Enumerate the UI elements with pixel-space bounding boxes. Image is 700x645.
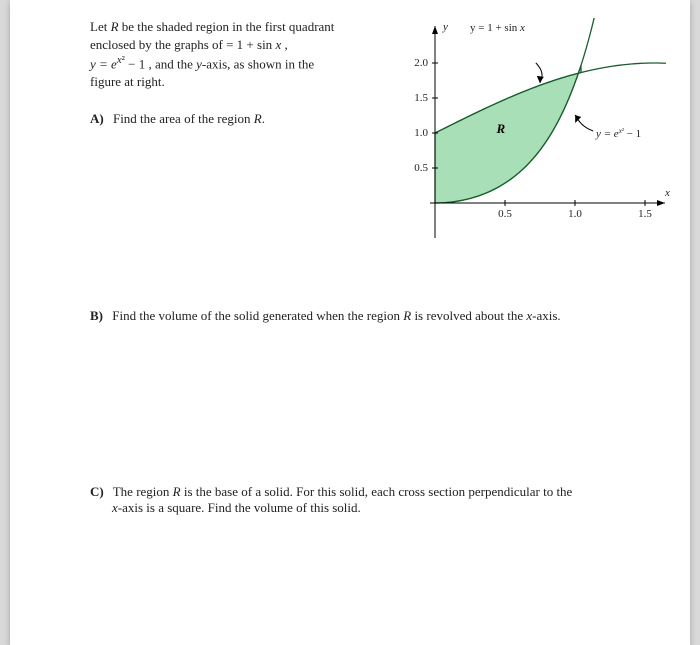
region-label: R <box>495 121 505 136</box>
t: -axis is a square. Find the volume of th… <box>118 500 361 515</box>
eq1-label: y = 1 + sin x <box>470 22 525 34</box>
t: -axis. <box>532 308 561 323</box>
t: , <box>281 37 288 52</box>
part-c: C) The region R is the base of a solid. … <box>90 484 640 516</box>
t: is revolved about the <box>411 308 526 323</box>
t: figure at right. <box>90 74 165 89</box>
t: Find the volume of the solid generated w… <box>112 308 403 323</box>
text-column: Let R be the shaded region in the first … <box>90 18 375 238</box>
t: − 1 , and the <box>125 56 196 71</box>
var-R: R <box>254 111 262 126</box>
part-b-label: B) <box>90 308 103 323</box>
eq2-label: y = ex² − 1 <box>595 127 641 140</box>
t: enclosed by the graphs of = 1 + sin <box>90 37 275 52</box>
part-c-label: C) <box>90 484 104 499</box>
document-page: Let R be the shaded region in the first … <box>10 0 690 645</box>
t: y = e <box>90 56 117 71</box>
part-a: A) Find the area of the region R. <box>90 111 375 127</box>
y-tick-label: 2.0 <box>414 57 428 69</box>
arrow-eq1-head <box>537 76 544 83</box>
x-axis-arrow <box>657 200 665 206</box>
x-tick-label: 1.0 <box>568 208 582 220</box>
x-tick-label: 0.5 <box>498 208 512 220</box>
y-axis-label: y <box>442 21 448 33</box>
graph-column: 0.5 1.0 1.5 0.5 1.0 1.5 2.0 y x Ry = 1 + sin x y =… <box>395 18 675 238</box>
x-tick-label: 1.5 <box>638 208 652 220</box>
t: Let <box>90 19 111 34</box>
t: be the shaded region in the first quadra… <box>119 19 335 34</box>
region-R <box>435 65 581 203</box>
intro-text: Let R be the shaded region in the first … <box>90 18 375 91</box>
arrow-eq2-head <box>575 115 581 123</box>
var-R: R <box>173 484 181 499</box>
part-b: B) Find the volume of the solid generate… <box>90 308 640 324</box>
y-tick-label: 1.5 <box>414 92 428 104</box>
x-axis-label: x <box>664 187 670 199</box>
y-tick-label: 1.0 <box>414 127 428 139</box>
t: is the base of a solid. For this solid, … <box>181 484 573 499</box>
y-tick-label: 0.5 <box>414 162 428 174</box>
t: -axis, as shown in the <box>202 56 314 71</box>
var-R: R <box>403 308 411 323</box>
y-axis-arrow <box>432 26 438 34</box>
top-row: Let R be the shaded region in the first … <box>90 18 640 238</box>
part-a-label: A) <box>90 111 104 126</box>
var-R: R <box>111 19 119 34</box>
t: Find the area of the region <box>113 111 254 126</box>
chart: 0.5 1.0 1.5 0.5 1.0 1.5 2.0 y x Ry = 1 + sin x y =… <box>395 18 675 238</box>
t: . <box>262 111 265 126</box>
t: The region <box>113 484 173 499</box>
